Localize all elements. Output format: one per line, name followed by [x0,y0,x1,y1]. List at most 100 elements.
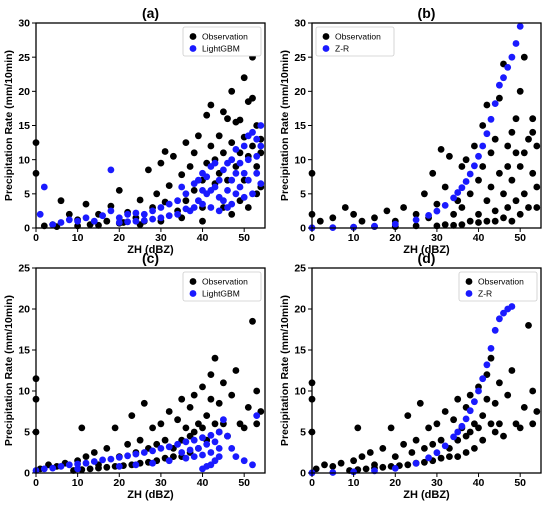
model-point [115,219,123,226]
model-point [450,433,457,441]
x-axis-label: ZH (dBZ) [127,489,174,501]
observation-point [525,135,532,143]
observation-point [199,217,206,225]
legend-label-observation: Observation [335,32,381,42]
model-point [49,221,57,229]
y-tick-label: 20 [18,86,30,98]
observation-point [462,156,470,164]
observation-point [236,420,244,428]
x-tick-label: 20 [113,232,125,244]
model-point [182,190,190,198]
model-point [220,416,227,424]
model-point [508,53,516,61]
model-point [132,217,140,225]
axes-frame [311,267,542,474]
y-tick-label: 0 [300,223,306,235]
observation-point [211,420,219,428]
observation-point [483,197,491,205]
observation-point [450,416,457,424]
observation-point [471,445,478,452]
model-point [483,130,491,138]
observation-point [124,440,131,448]
model-point [57,463,65,470]
observation-point [253,420,261,428]
model-point [182,438,190,446]
panel-title: (b) [418,5,436,21]
y-tick-label: 0 [300,468,306,480]
observation-point [529,420,537,428]
observation-point [421,458,428,466]
x-tick-label: 10 [72,232,84,244]
observation-point [82,453,90,460]
model-point [82,214,90,222]
observation-point [165,182,173,190]
model-point [425,212,432,219]
model-point [244,176,252,184]
model-point [190,453,198,460]
model-point [74,460,81,468]
observation-point [529,169,537,177]
observation-point [533,183,541,191]
observation-point [479,436,487,444]
observation-point [500,190,507,198]
x-tick-label: 50 [238,232,250,244]
y-tick-label: 10 [294,386,306,398]
observation-point [321,461,328,469]
model-point [186,446,194,454]
model-point [228,156,236,164]
panel-b: (b) ZH (dBZ) Precipitation Rate (mm/10mi… [279,5,542,256]
observation-point [475,424,482,432]
observation-point [174,416,182,424]
model-point [508,303,516,310]
observation-point [316,217,324,225]
model-point [441,202,449,209]
observation-point [466,428,474,436]
model-point [165,212,173,220]
model-point [82,459,90,467]
model-point [157,445,165,452]
model-point [149,459,157,467]
observation-point [199,383,206,391]
model-point [203,440,211,448]
model-point [458,422,466,430]
model-point [207,187,215,194]
observation-point [479,412,487,419]
observation-point [207,142,215,150]
observation-point [508,217,516,225]
y-tick-label: 25 [18,52,30,64]
model-point [391,220,399,228]
model-point [215,193,223,201]
model-point [257,142,265,150]
observation-point [337,459,345,467]
model-point [199,451,206,459]
observation-point [504,163,512,170]
model-point [174,440,182,448]
observation-point [425,424,432,432]
observation-point [516,87,524,95]
model-point [140,217,148,224]
x-tick-label: 20 [389,477,401,489]
legend-label-model: Z-R [478,289,492,299]
model-point [487,115,495,123]
y-axis-label: Precipitation Rate (mm/10min) [279,50,291,201]
x-tick-label: 0 [33,232,39,244]
model-point [450,194,457,202]
model-point [99,212,106,220]
model-point [466,407,474,415]
observation-point [329,463,337,470]
observation-point [341,204,349,211]
observation-point [504,142,512,150]
observation-point [215,399,223,407]
observation-point [228,210,236,218]
x-tick-label: 10 [348,477,360,489]
legend-label-observation: Observation [202,32,248,42]
observation-point [529,115,537,123]
panel-title: (d) [418,250,436,266]
model-point [215,453,223,460]
observation-point [533,204,541,211]
y-axis-label: Precipitation Rate (mm/10min) [3,50,15,201]
observation-point [228,391,236,399]
observation-point [165,408,173,415]
x-tick-label: 50 [514,477,526,489]
model-point [516,23,524,30]
